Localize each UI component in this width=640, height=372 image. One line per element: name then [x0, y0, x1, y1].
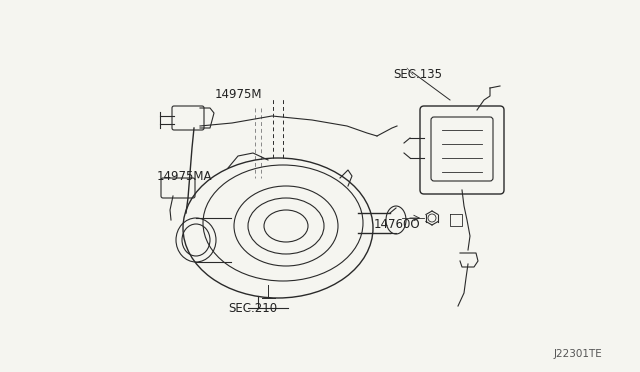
- Text: J22301TE: J22301TE: [554, 349, 603, 359]
- Text: 14975M: 14975M: [215, 88, 262, 101]
- Text: 14760O: 14760O: [374, 218, 420, 231]
- Text: 14975MA: 14975MA: [157, 170, 212, 183]
- Text: SEC.210: SEC.210: [228, 302, 277, 315]
- Text: SEC.135: SEC.135: [393, 68, 442, 81]
